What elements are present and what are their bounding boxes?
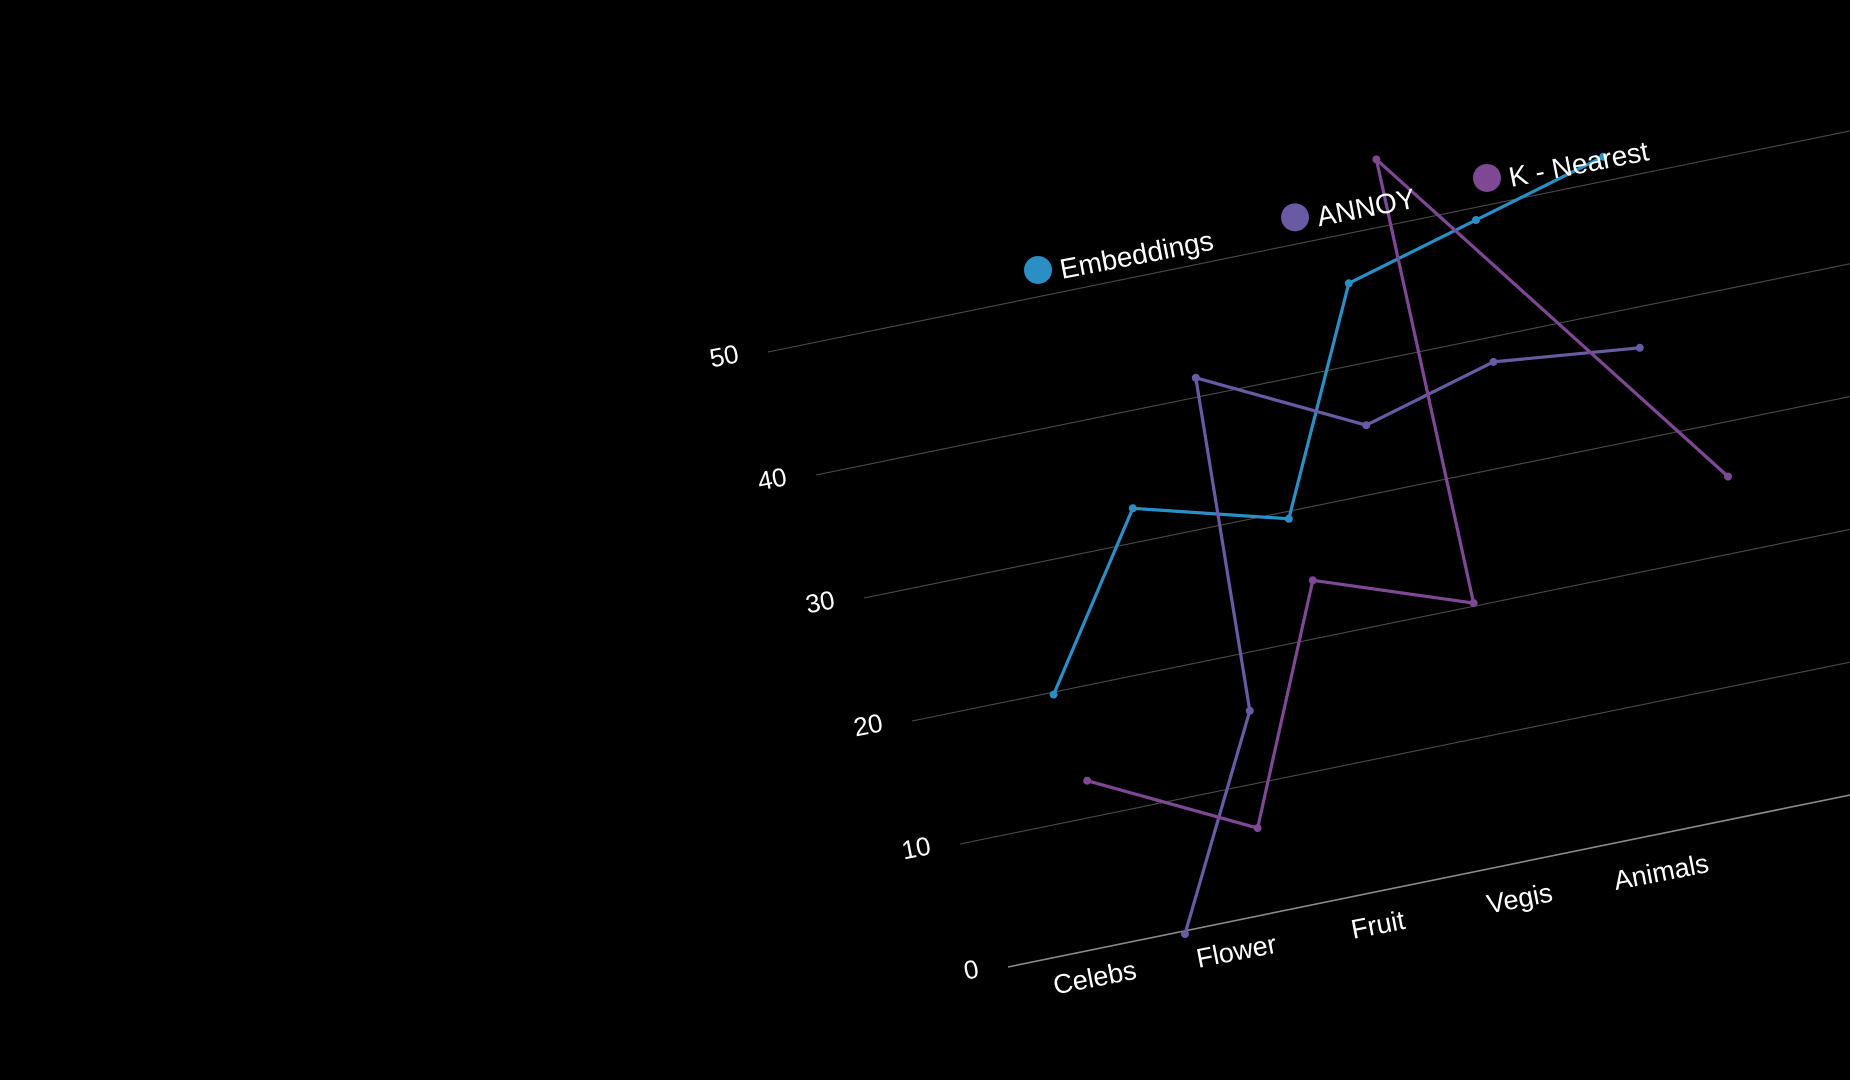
- x-axis-categories: Celebs Flower Fruit Vegis Animals: [1051, 848, 1712, 1000]
- y-tick-label: 30: [803, 584, 837, 619]
- gridline-10: [959, 661, 1850, 845]
- legend: Embeddings ANNOY K - Nearest: [1024, 135, 1651, 285]
- y-tick-label: 0: [961, 953, 981, 985]
- x-category-label: Fruit: [1349, 905, 1408, 945]
- series-line-1: [1183, 346, 1640, 935]
- series-point: [1635, 343, 1644, 352]
- x-category-label: Celebs: [1051, 955, 1139, 1000]
- legend-label: Embeddings: [1057, 225, 1216, 285]
- series-point: [1469, 599, 1478, 608]
- series-point: [1599, 152, 1608, 161]
- y-axis-ticks: 0 10 20 30 40 50: [707, 338, 981, 985]
- series-point: [1362, 421, 1371, 430]
- legend-swatch: [1473, 163, 1501, 192]
- series-point: [1372, 155, 1381, 164]
- series-point: [1245, 706, 1254, 715]
- series-line-0: [1052, 155, 1604, 696]
- legend-label: K - Nearest: [1506, 135, 1651, 192]
- y-tick-label: 10: [899, 830, 933, 865]
- series-point: [1181, 930, 1189, 938]
- series-point: [1128, 504, 1137, 513]
- gridline-40: [815, 263, 1850, 476]
- series-point: [1308, 576, 1317, 585]
- x-category-label: Vegis: [1484, 877, 1555, 919]
- series-point: [1284, 514, 1293, 523]
- y-tick-label: 20: [851, 707, 885, 742]
- legend-swatch: [1281, 203, 1309, 232]
- series-point: [1191, 373, 1200, 382]
- series-point: [1049, 690, 1058, 699]
- gridline-50: [767, 130, 1850, 353]
- series-point: [1344, 279, 1353, 288]
- x-category-label: Animals: [1611, 848, 1711, 896]
- legend-label: ANNOY: [1314, 183, 1418, 232]
- series-point: [1489, 357, 1498, 366]
- series-point: [1253, 824, 1262, 833]
- series-point: [1083, 776, 1092, 785]
- gridline-20: [911, 528, 1850, 722]
- series-point: [1472, 216, 1480, 224]
- gridlines: [767, 130, 1850, 968]
- gridline-30: [863, 396, 1850, 599]
- y-tick-label: 50: [707, 338, 741, 373]
- y-tick-label: 40: [755, 461, 789, 496]
- gridline-0: [1007, 794, 1850, 968]
- series-point: [1724, 472, 1732, 481]
- series-lines: [1049, 152, 1732, 938]
- series-line-2: [1086, 157, 1730, 830]
- legend-swatch: [1024, 256, 1052, 284]
- x-category-label: Flower: [1194, 929, 1279, 974]
